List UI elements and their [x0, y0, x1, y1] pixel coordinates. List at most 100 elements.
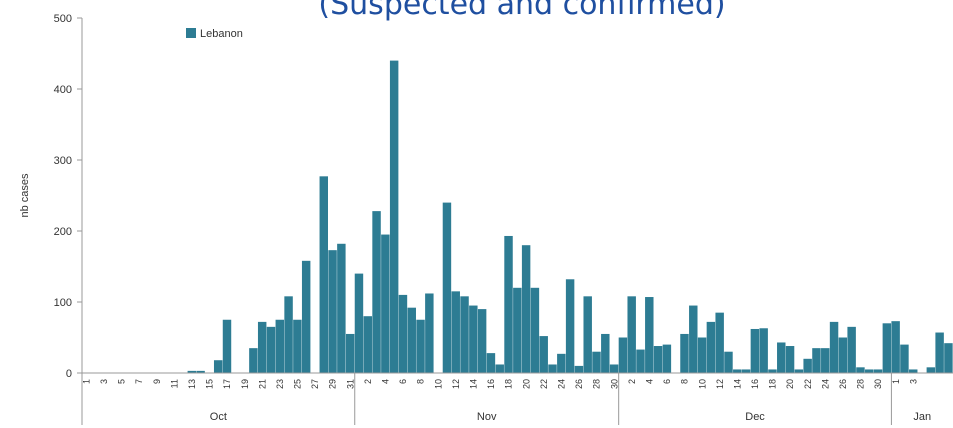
bar — [442, 202, 452, 373]
bar — [697, 337, 707, 373]
bar — [222, 319, 232, 373]
y-tick-label: 200 — [54, 226, 72, 238]
x-tick-label: 30 — [873, 379, 883, 389]
x-tick-label: 5 — [117, 379, 127, 384]
x-tick-label: 2 — [363, 379, 373, 384]
bar — [601, 333, 610, 373]
x-tick-label: 1 — [81, 379, 91, 384]
bar — [706, 321, 716, 373]
bar — [724, 351, 733, 373]
legend: Lebanon — [186, 28, 243, 40]
x-tick-label: 14 — [732, 379, 742, 389]
bar — [345, 333, 355, 373]
x-tick-label: 3 — [99, 379, 109, 384]
bar — [319, 176, 328, 373]
x-tick-label: 1 — [891, 379, 901, 384]
bar — [680, 333, 689, 373]
legend-label-lebanon: Lebanon — [200, 28, 243, 40]
bar — [812, 348, 821, 373]
bars — [187, 60, 953, 373]
bar — [284, 296, 293, 373]
bar — [257, 321, 267, 373]
bar — [627, 296, 636, 373]
bar — [935, 332, 944, 373]
y-axis: 0 100 200 300 400 500 — [54, 13, 83, 380]
x-tick-label: 21 — [257, 379, 267, 389]
bar — [196, 370, 205, 373]
bar — [301, 260, 311, 373]
bar — [768, 369, 777, 373]
bar — [328, 250, 337, 373]
x-tick-label: 24 — [556, 379, 566, 389]
bar — [926, 367, 936, 373]
x-tick-label: 10 — [697, 379, 707, 389]
x-tick-label: 27 — [310, 379, 320, 389]
x-tick-label: 20 — [785, 379, 795, 389]
x-tick-label: 4 — [381, 379, 391, 384]
bar — [372, 211, 381, 373]
bar — [486, 353, 496, 373]
x-tick-label: 17 — [222, 379, 232, 389]
y-tick-label: 0 — [66, 368, 72, 380]
bar — [565, 279, 575, 373]
x-tick-label: 29 — [328, 379, 338, 389]
bar — [636, 349, 645, 373]
bar — [249, 348, 258, 373]
bar — [759, 328, 768, 373]
bar — [741, 369, 751, 373]
x-tick-label: 7 — [134, 379, 144, 384]
bar — [653, 346, 663, 373]
y-tick-label: 100 — [54, 297, 72, 309]
x-tick-label: 25 — [293, 379, 303, 389]
x-tick-label: 26 — [574, 379, 584, 389]
x-tick-label: 3 — [908, 379, 918, 384]
bar — [530, 287, 540, 373]
bar — [715, 312, 724, 373]
bar — [838, 337, 848, 373]
bar — [337, 243, 346, 373]
bar — [847, 326, 856, 373]
bar — [821, 348, 830, 373]
x-tick-label: 9 — [152, 379, 162, 384]
x-tick-label: 16 — [486, 379, 496, 389]
x-tick-label: 8 — [680, 379, 690, 384]
bar — [785, 346, 795, 373]
bar — [865, 369, 874, 373]
x-tick-label: 12 — [715, 379, 725, 389]
bar — [477, 309, 487, 373]
month-label: Oct — [210, 411, 227, 423]
x-tick-label: 13 — [187, 379, 197, 389]
x-tick-label: 26 — [838, 379, 848, 389]
x-tick-label: 18 — [768, 379, 778, 389]
x-tick-label: 12 — [451, 379, 461, 389]
x-tick-label: 11 — [169, 379, 179, 388]
bar — [557, 353, 566, 373]
x-tick-label: 4 — [644, 379, 654, 384]
x-tick-label: 2 — [627, 379, 637, 384]
x-tick-label: 10 — [433, 379, 443, 389]
bar — [645, 297, 654, 373]
x-tick-label: 31 — [345, 379, 355, 389]
bar — [592, 351, 601, 373]
month-label: Dec — [745, 411, 765, 423]
bar — [495, 364, 504, 373]
bar — [451, 291, 460, 373]
bar — [425, 293, 434, 373]
bar — [909, 369, 918, 373]
x-tick-label: 16 — [750, 379, 760, 389]
bar — [574, 365, 584, 373]
bar — [944, 343, 953, 373]
bar — [469, 305, 478, 373]
x-tick-label: 8 — [416, 379, 426, 384]
bar — [407, 307, 416, 373]
bar — [513, 287, 522, 373]
bar — [689, 305, 698, 373]
bar — [609, 364, 619, 373]
bar — [777, 342, 786, 373]
x-tick-label: 18 — [504, 379, 514, 389]
bar — [882, 323, 892, 373]
x-tick-label: 24 — [820, 379, 830, 389]
month-label: Nov — [477, 411, 497, 423]
bar — [381, 234, 390, 373]
